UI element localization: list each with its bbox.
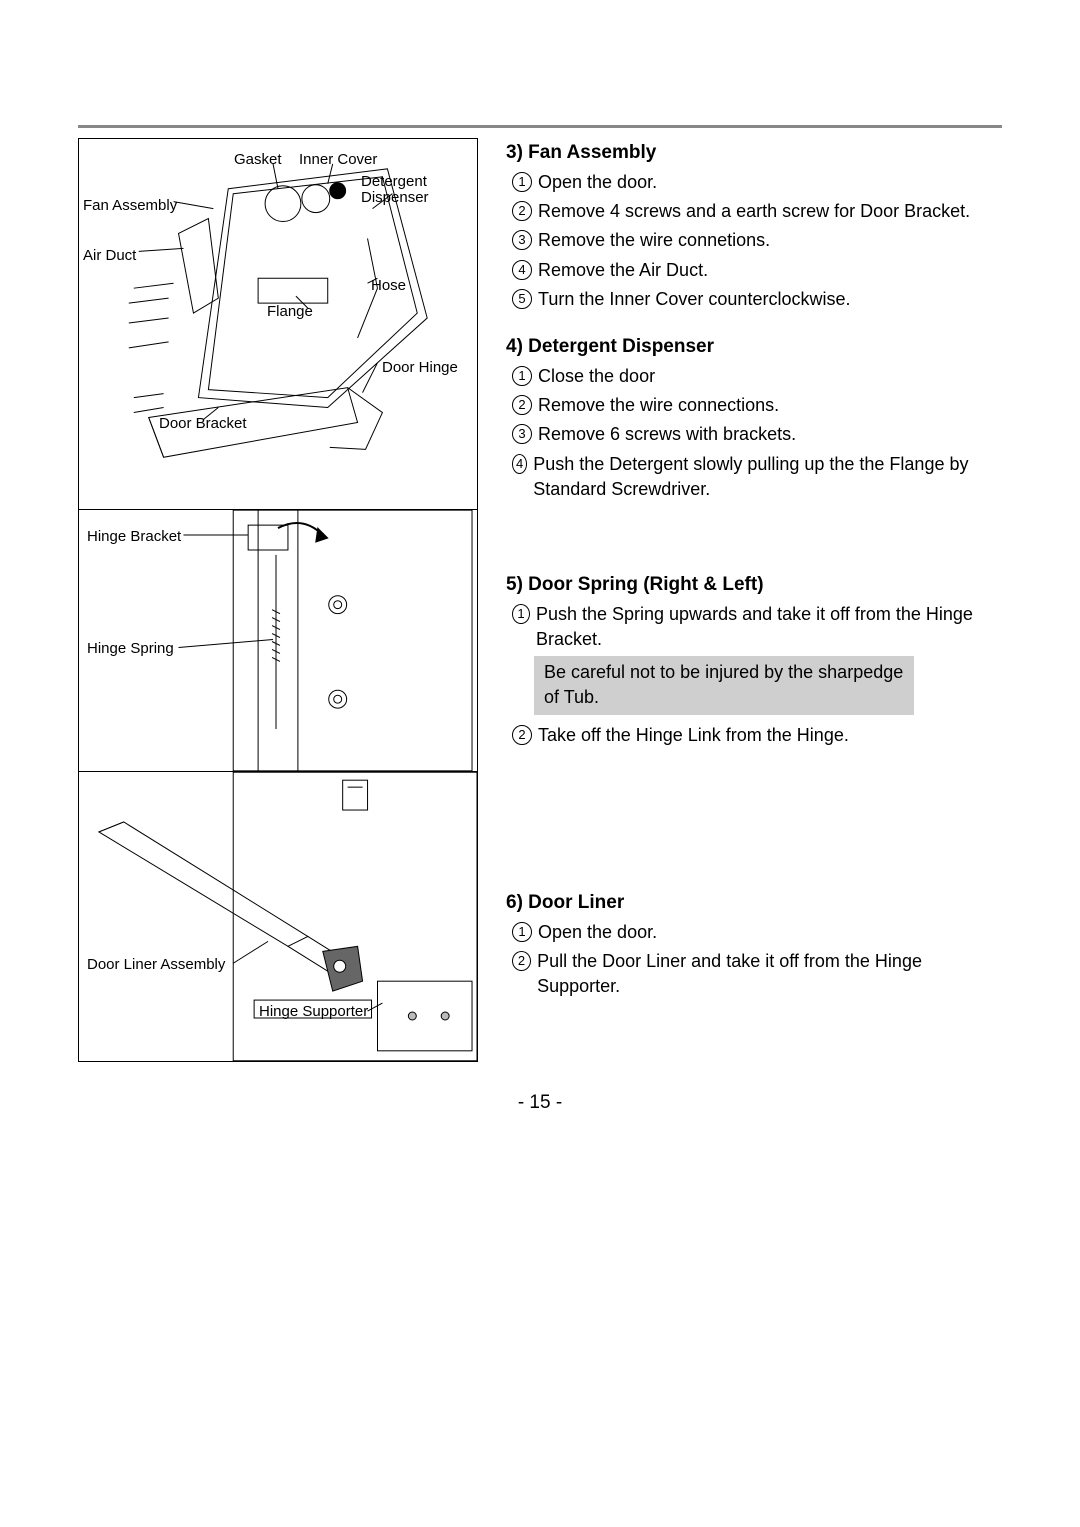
diagram-label: Gasket	[234, 151, 282, 169]
step-text: Remove the wire connetions.	[538, 228, 770, 253]
diagram-label: Door Hinge	[382, 359, 458, 377]
spacer	[506, 772, 986, 892]
step-item: 2 Pull the Door Liner and take it off fro…	[512, 949, 986, 999]
step-text: Pull the Door Liner and take it off from…	[537, 949, 986, 999]
diagram-label: Dispenser	[361, 189, 429, 207]
step-text: Remove the wire connections.	[538, 393, 779, 418]
steps-detergent: 1 Close the door 2 Remove the wire connect…	[506, 364, 986, 502]
step-text: Remove the Air Duct.	[538, 258, 708, 283]
step-number-icon: 4	[512, 454, 527, 474]
step-text: Take off the Hinge Link from the Hinge.	[538, 723, 849, 748]
step-number-icon: 1	[512, 172, 532, 192]
step-text: Open the door.	[538, 920, 657, 945]
page-container: Gasket Inner Cover Detergent Dispenser F…	[78, 125, 1002, 1114]
diagram-label: Fan Assembly	[83, 197, 177, 215]
section-title-door-spring: 5) Door Spring (Right & Left)	[506, 574, 986, 596]
step-number-icon: 2	[512, 951, 531, 971]
step-text: Remove 4 screws and a earth screw for Do…	[538, 199, 970, 224]
step-item: 2 Remove the wire connections.	[512, 393, 986, 418]
step-number-icon: 2	[512, 725, 532, 745]
spacer	[506, 526, 986, 574]
step-item: 3 Remove the wire connetions.	[512, 228, 986, 253]
step-text: Open the door.	[538, 170, 657, 195]
step-item: 3 Remove 6 screws with brackets.	[512, 422, 986, 447]
section-title-fan-assembly: 3) Fan Assembly	[506, 142, 986, 164]
diagram-label: Flange	[267, 303, 313, 321]
step-text: Remove 6 screws with brackets.	[538, 422, 796, 447]
warning-note: Be careful not to be injured by the shar…	[534, 656, 914, 714]
step-text: Turn the Inner Cover counterclockwise.	[538, 287, 850, 312]
steps-door-spring-pre: 1 Push the Spring upwards and take it off…	[506, 602, 986, 652]
step-item: 2 Take off the Hinge Link from the Hinge.	[512, 723, 986, 748]
top-rule	[78, 125, 1002, 128]
diagram-label: Door Liner Assembly	[87, 956, 225, 974]
page-number: - 15 -	[78, 1092, 1002, 1114]
section-title-detergent: 4) Detergent Dispenser	[506, 336, 986, 358]
diagram-door-liner: Door Liner Assembly Hinge Supporter	[78, 772, 478, 1062]
step-item: 4 Push the Detergent slowly pulling up th…	[512, 452, 986, 502]
steps-door-liner: 1 Open the door. 2 Pull the Door Liner and…	[506, 920, 986, 1000]
steps-fan-assembly: 1 Open the door. 2 Remove 4 screws and a e…	[506, 170, 986, 312]
step-item: 4 Remove the Air Duct.	[512, 258, 986, 283]
diagram-label: Air Duct	[83, 247, 136, 265]
diagram-label: Hose	[371, 277, 406, 295]
step-number-icon: 3	[512, 230, 532, 250]
step-number-icon: 5	[512, 289, 532, 309]
step-number-icon: 2	[512, 395, 532, 415]
section-title-door-liner: 6) Door Liner	[506, 892, 986, 914]
right-column: 3) Fan Assembly 1 Open the door. 2 Remove …	[506, 138, 986, 1062]
step-number-icon: 1	[512, 922, 532, 942]
diagram-label: Inner Cover	[299, 151, 377, 169]
step-item: 2 Remove 4 screws and a earth screw for D…	[512, 199, 986, 224]
step-item: 1 Open the door.	[512, 920, 986, 945]
step-number-icon: 1	[512, 604, 530, 624]
diagram-label: Hinge Bracket	[87, 528, 181, 546]
content-columns: Gasket Inner Cover Detergent Dispenser F…	[78, 138, 1002, 1062]
step-item: 1 Open the door.	[512, 170, 986, 195]
diagram-label: Door Bracket	[159, 415, 247, 433]
diagram-fan-assembly: Gasket Inner Cover Detergent Dispenser F…	[78, 138, 478, 510]
step-item: 1 Close the door	[512, 364, 986, 389]
step-number-icon: 3	[512, 424, 532, 444]
step-number-icon: 1	[512, 366, 532, 386]
step-text: Push the Detergent slowly pulling up the…	[533, 452, 986, 502]
diagram-door-spring: Hinge Bracket Hinge Spring	[78, 510, 478, 772]
step-number-icon: 4	[512, 260, 532, 280]
step-item: 1 Push the Spring upwards and take it off…	[512, 602, 986, 652]
diagram-label: Hinge Supporter	[259, 1003, 368, 1021]
steps-door-spring-post: 2 Take off the Hinge Link from the Hinge.	[506, 723, 986, 748]
step-number-icon: 2	[512, 201, 532, 221]
diagram-label: Hinge Spring	[87, 640, 174, 658]
left-column: Gasket Inner Cover Detergent Dispenser F…	[78, 138, 478, 1062]
step-text: Push the Spring upwards and take it off …	[536, 602, 986, 652]
step-text: Close the door	[538, 364, 655, 389]
step-item: 5 Turn the Inner Cover counterclockwise.	[512, 287, 986, 312]
